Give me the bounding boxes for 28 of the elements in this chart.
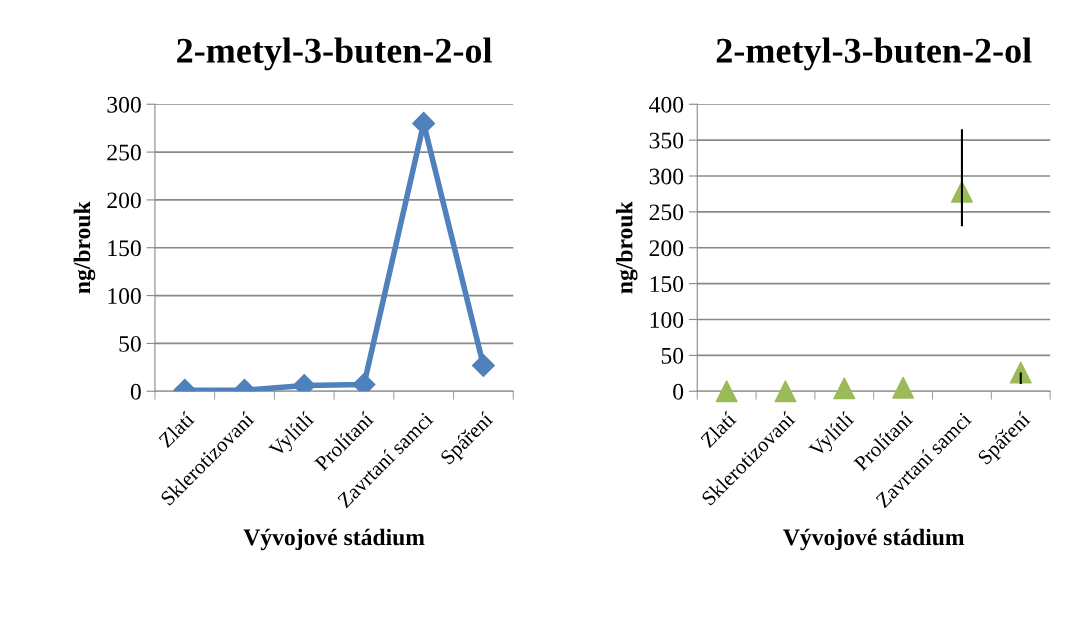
y-tick-label: 150 — [108, 240, 141, 257]
y-tick-label: 50 — [661, 347, 684, 364]
y-tick-label: 50 — [119, 335, 141, 352]
y-tick-label: 250 — [649, 204, 684, 221]
x-axis-title: Vývojové stádium — [783, 528, 965, 551]
y-axis-title: ng/brouk — [73, 201, 96, 294]
chart-title: 2-metyl-3-buten-2-ol — [716, 37, 1032, 71]
point — [715, 380, 738, 403]
y-tick-label: 400 — [649, 96, 684, 113]
y-tick-label: 300 — [107, 96, 141, 113]
point — [1009, 361, 1032, 384]
y-tick-label: 0 — [673, 383, 684, 400]
chart-title: 2-metyl-3-buten-2-ol — [177, 37, 492, 71]
y-tick-label: 0 — [130, 383, 141, 400]
y-tick-label: 200 — [107, 192, 141, 209]
point — [833, 377, 856, 400]
point — [471, 353, 495, 377]
point — [892, 376, 915, 399]
y-tick-label: 100 — [650, 311, 684, 328]
y-tick-label: 300 — [649, 168, 684, 185]
y-tick-label: 150 — [650, 276, 684, 293]
y-axis-title: ng/brouk — [615, 201, 638, 294]
x-axis-title: Vývojové stádium — [243, 528, 425, 551]
y-tick-label: 350 — [649, 132, 684, 149]
y-tick-label: 200 — [649, 240, 684, 257]
y-tick-label: 100 — [108, 288, 141, 304]
y-tick-label: 250 — [107, 144, 141, 161]
point — [774, 380, 797, 403]
